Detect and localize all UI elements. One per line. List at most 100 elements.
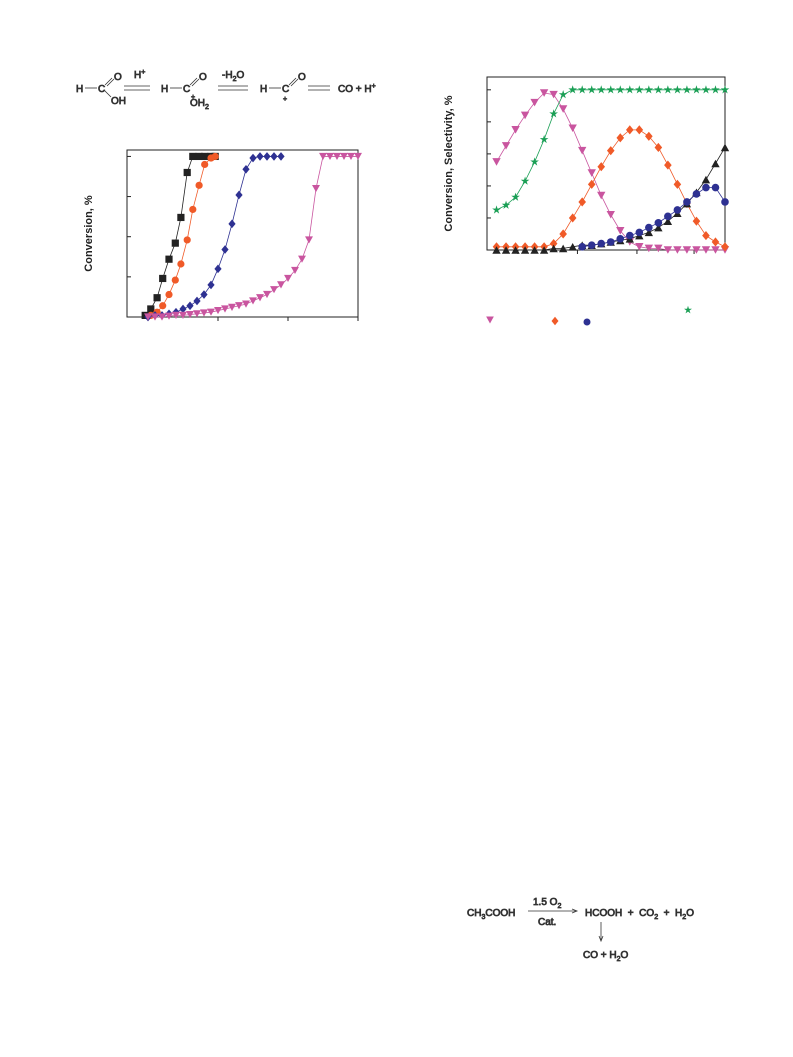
marker <box>177 213 185 222</box>
marker <box>195 152 203 161</box>
marker <box>256 294 264 302</box>
marker <box>211 152 219 161</box>
marker <box>333 152 341 161</box>
marker <box>151 313 159 321</box>
marker <box>701 175 711 184</box>
subscript: 3 <box>481 914 485 921</box>
marker <box>673 85 682 94</box>
marker <box>214 306 222 315</box>
catalyst: Cat. <box>538 917 556 928</box>
marker <box>235 190 243 200</box>
marker <box>235 302 243 310</box>
marker <box>340 152 348 161</box>
marker <box>597 239 606 248</box>
marker <box>228 303 236 311</box>
marker <box>616 133 625 143</box>
marker <box>270 152 278 161</box>
marker <box>635 125 644 135</box>
marker <box>354 152 362 161</box>
marker <box>228 219 236 229</box>
marker <box>207 280 215 290</box>
marker <box>171 276 179 284</box>
marker <box>634 85 644 94</box>
superscript: + <box>372 83 376 90</box>
marker <box>298 255 306 263</box>
reagent-text: H <box>134 70 141 81</box>
marker <box>312 184 320 193</box>
marker <box>501 246 511 254</box>
marker <box>189 152 197 161</box>
marker <box>568 213 577 223</box>
marker <box>520 176 530 185</box>
marker <box>221 305 229 313</box>
marker <box>654 142 663 153</box>
marker <box>221 245 229 254</box>
marker <box>520 246 530 254</box>
reagent: 1.5 O2 <box>533 897 561 910</box>
marker <box>256 152 264 161</box>
marker <box>539 134 549 144</box>
marker <box>179 311 187 319</box>
marker <box>692 190 701 198</box>
plot-frame <box>486 76 726 251</box>
marker <box>587 169 596 177</box>
marker <box>645 131 653 141</box>
marker <box>711 183 720 192</box>
formula: HCOOH + CO <box>585 908 654 919</box>
marker <box>159 274 167 283</box>
marker <box>549 244 558 253</box>
marker <box>284 274 292 283</box>
marker <box>511 192 520 201</box>
marker <box>578 242 586 251</box>
marker <box>664 212 672 221</box>
marker <box>501 142 511 150</box>
atom: OH2 <box>190 98 209 111</box>
formula: CH <box>467 908 481 919</box>
marker <box>720 143 730 152</box>
marker <box>189 205 197 214</box>
marker <box>701 85 711 94</box>
marker <box>558 244 568 253</box>
marker <box>263 152 271 161</box>
marker <box>242 300 250 308</box>
marker <box>558 105 568 113</box>
marker <box>578 197 586 207</box>
marker <box>635 228 644 237</box>
marker <box>249 297 257 305</box>
marker <box>177 260 185 268</box>
product: CO + H+ <box>338 83 376 95</box>
formula: + H <box>658 908 682 919</box>
marker <box>144 313 152 321</box>
marker <box>587 241 596 249</box>
marker <box>326 152 334 161</box>
marker <box>511 246 520 254</box>
subscript: 2 <box>654 914 658 921</box>
marker <box>606 210 615 219</box>
reagent-text: -H <box>222 70 233 81</box>
marker <box>492 205 501 214</box>
formula: O <box>686 908 694 919</box>
marker <box>663 217 673 225</box>
marker <box>305 236 313 244</box>
marker <box>511 126 520 134</box>
reagent-text: 1.5 O <box>533 897 558 908</box>
y-axis-title: Conversion, Selectivity, % <box>443 95 455 231</box>
marker <box>692 216 701 226</box>
subscript: 2 <box>617 956 621 963</box>
marker <box>568 242 577 251</box>
subscript: 2 <box>682 914 686 921</box>
reagent: -H2O <box>222 70 244 83</box>
marker <box>492 246 501 254</box>
marker <box>720 85 730 94</box>
marker <box>702 231 710 241</box>
marker <box>193 310 201 318</box>
marker <box>711 246 720 254</box>
scheme-bottom: CH3COOH 1.5 O2 Cat. HCOOH + CO2 + H2O CO… <box>467 897 695 964</box>
product-text: CO + H <box>338 84 372 95</box>
marker <box>606 238 615 246</box>
marker <box>277 152 285 161</box>
marker <box>558 90 568 99</box>
marker <box>587 179 596 189</box>
marker <box>179 304 187 314</box>
marker <box>172 311 180 319</box>
